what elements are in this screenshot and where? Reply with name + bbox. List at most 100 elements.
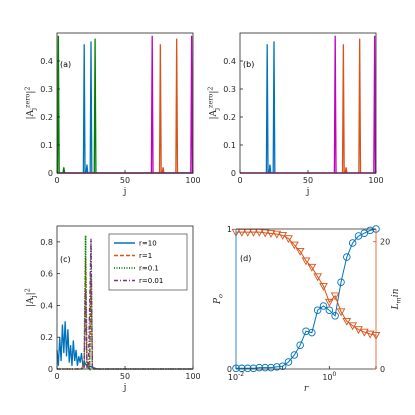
- x-axis-label: j: [123, 383, 127, 393]
- legend-entry-label: r=1: [139, 252, 152, 260]
- data-point-triangle: [324, 298, 334, 307]
- panel-label: (d): [240, 254, 251, 263]
- y-tick-label: 0.1: [40, 141, 53, 150]
- series-line-blue: [236, 228, 377, 369]
- series-line-blue: [57, 41, 193, 174]
- y-tick-label: 0: [231, 169, 236, 178]
- x-tick-label: 100: [322, 371, 336, 382]
- x-tick-label: 0: [237, 176, 242, 185]
- data-point-triangle: [342, 317, 352, 326]
- y-tick-label: 0.4: [40, 57, 53, 66]
- x-axis-label: j: [123, 187, 127, 197]
- left-y-axis-label: Po: [213, 294, 225, 305]
- y-tick-label: 0: [48, 365, 53, 374]
- data-point-triangle: [295, 247, 305, 256]
- data-point-triangle: [354, 326, 363, 335]
- data-point-circle: [302, 327, 310, 335]
- x-tick-label: 10-2: [228, 371, 244, 382]
- data-point-triangle: [319, 282, 328, 291]
- data-point-triangle: [348, 322, 358, 331]
- data-point-triangle: [284, 235, 293, 244]
- data-point-circle: [267, 363, 275, 372]
- x-axis-label: j: [306, 187, 310, 197]
- panel-label: (b): [243, 60, 254, 69]
- y-axis-label: |Aj|2: [24, 288, 38, 307]
- left-y-tick-label: 0: [227, 365, 232, 374]
- data-point-triangle: [336, 308, 346, 317]
- legend-entry-label: r=0.1: [139, 265, 159, 273]
- x-tick-label: 50: [120, 176, 130, 185]
- y-tick-label: 0.2: [40, 113, 53, 122]
- x-tick-label: 0: [54, 372, 59, 381]
- data-point-circle: [348, 239, 357, 247]
- y-axis-label: |Ajzero|2: [24, 86, 38, 119]
- series-line-orange: [240, 38, 376, 174]
- x-tick-label: 50: [120, 372, 130, 381]
- data-point-circle: [238, 364, 246, 373]
- y-tick-label: 0.1: [223, 141, 236, 150]
- data-point-triangle: [301, 257, 311, 266]
- panel-a: 0 50 100 0 0.1 0.2 0.3 0.4 j |Ajzero|2 (a): [24, 32, 201, 197]
- y-tick-label: 0.2: [223, 113, 236, 122]
- data-point-circle: [290, 351, 299, 359]
- x-tick-label: 100: [185, 176, 200, 185]
- series-line-green: [56, 35, 193, 174]
- series-line-blue: [240, 41, 376, 174]
- panel-label: (c): [60, 255, 71, 264]
- x-tick-label: 100: [368, 176, 383, 185]
- data-point-triangle: [266, 230, 276, 238]
- data-point-circle: [325, 306, 334, 314]
- panel-b: 0 50 100 0 0.1 0.2 0.3 0.4 j |Ajzero|2 (b): [207, 32, 384, 197]
- data-point-triangle: [359, 328, 369, 337]
- data-point-circle: [278, 362, 287, 370]
- series-line-orange: [57, 38, 193, 174]
- data-point-triangle: [289, 241, 299, 250]
- y-tick-label: 0.2: [40, 333, 53, 342]
- legend-entry-label: r=10: [139, 240, 157, 248]
- data-point-circle: [255, 363, 264, 372]
- data-point-circle: [249, 364, 258, 373]
- data-point-circle: [337, 278, 345, 286]
- data-point-circle: [313, 306, 322, 314]
- y-axis-label: |Ajzero|2: [207, 86, 221, 119]
- y-tick-label: 0.4: [40, 301, 53, 310]
- x-tick-label: 100: [185, 372, 200, 381]
- data-point-circle: [296, 341, 304, 349]
- y-tick-label: 0.3: [223, 85, 236, 94]
- data-point-circle: [284, 358, 293, 366]
- x-tick-label: 0: [54, 176, 59, 185]
- data-point-circle: [308, 328, 316, 337]
- right-y-tick-label: 0: [380, 365, 385, 374]
- x-axis-label: r: [304, 384, 309, 394]
- data-point-circle: [360, 229, 369, 237]
- legend-entry-label: r=0.01: [139, 277, 163, 285]
- data-point-triangle: [272, 230, 282, 239]
- left-y-tick-label: 1: [227, 225, 232, 234]
- y-tick-label: 0.4: [223, 57, 236, 66]
- data-point-circle: [261, 363, 269, 372]
- y-tick-label: 0: [48, 169, 53, 178]
- data-point-circle: [319, 302, 328, 310]
- data-point-circle: [243, 364, 252, 373]
- data-point-triangle: [330, 292, 340, 301]
- series-line-orange: [236, 231, 377, 336]
- data-point-triangle: [260, 229, 270, 238]
- right-y-axis-label: Lmin: [391, 288, 403, 310]
- data-point-triangle: [307, 263, 317, 272]
- data-point-circle: [343, 253, 351, 261]
- x-tick-label: 50: [303, 176, 313, 185]
- y-tick-label: 0.6: [40, 270, 53, 279]
- panel-c: 0 50 100 0 0.2 0.4 0.6 0.8 j |Aj|2 (c) r=10 r=1 r=0.1…: [24, 225, 201, 393]
- data-point-triangle: [313, 273, 323, 282]
- right-y-tick-label: 20: [380, 238, 390, 247]
- data-point-circle: [354, 232, 363, 240]
- data-point-circle: [331, 312, 339, 320]
- data-point-circle: [273, 363, 281, 371]
- y-tick-label: 0.8: [40, 238, 53, 247]
- data-point-circle: [366, 226, 374, 235]
- y-tick-label: 0.3: [40, 85, 53, 94]
- panel-label: (a): [60, 60, 71, 69]
- data-point-triangle: [365, 330, 375, 339]
